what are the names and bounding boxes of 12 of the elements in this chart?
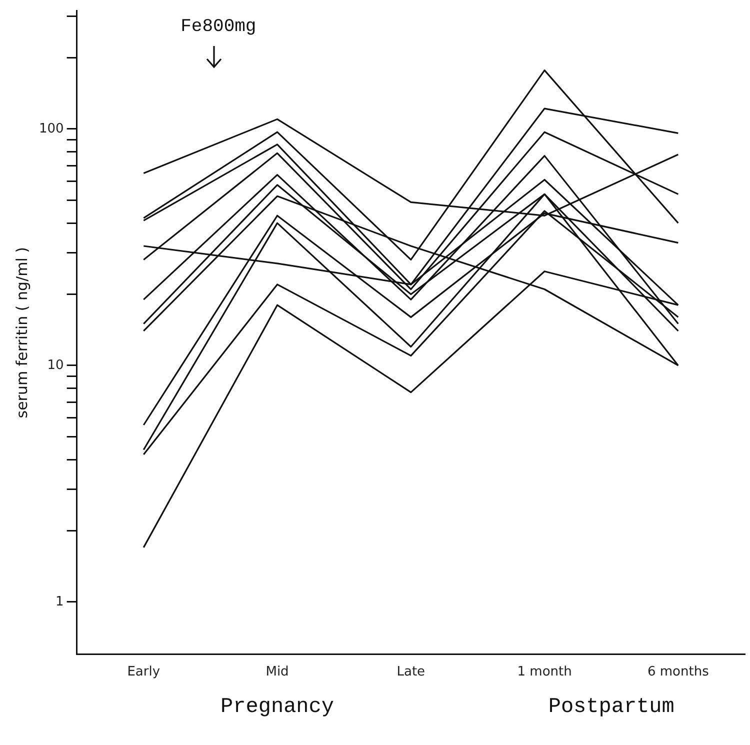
text: Postpartum <box>548 696 674 720</box>
y-tick-label: 10 <box>47 358 64 373</box>
x-tick-label: Early <box>127 664 160 680</box>
y-tick-label: 1 <box>56 594 64 610</box>
y-axis-title: serum ferritin ( ng/ml ) <box>12 246 31 418</box>
x-tick-label: Late <box>396 664 426 680</box>
y-tick-label: 100 <box>38 121 64 136</box>
annotation: Fe800mg <box>180 16 256 37</box>
x-tick-label: 1 month <box>517 664 572 680</box>
x-tick-label: 6 months <box>647 664 710 680</box>
x-tick-label: Mid <box>266 664 289 680</box>
text: Pregnancy <box>220 696 334 720</box>
